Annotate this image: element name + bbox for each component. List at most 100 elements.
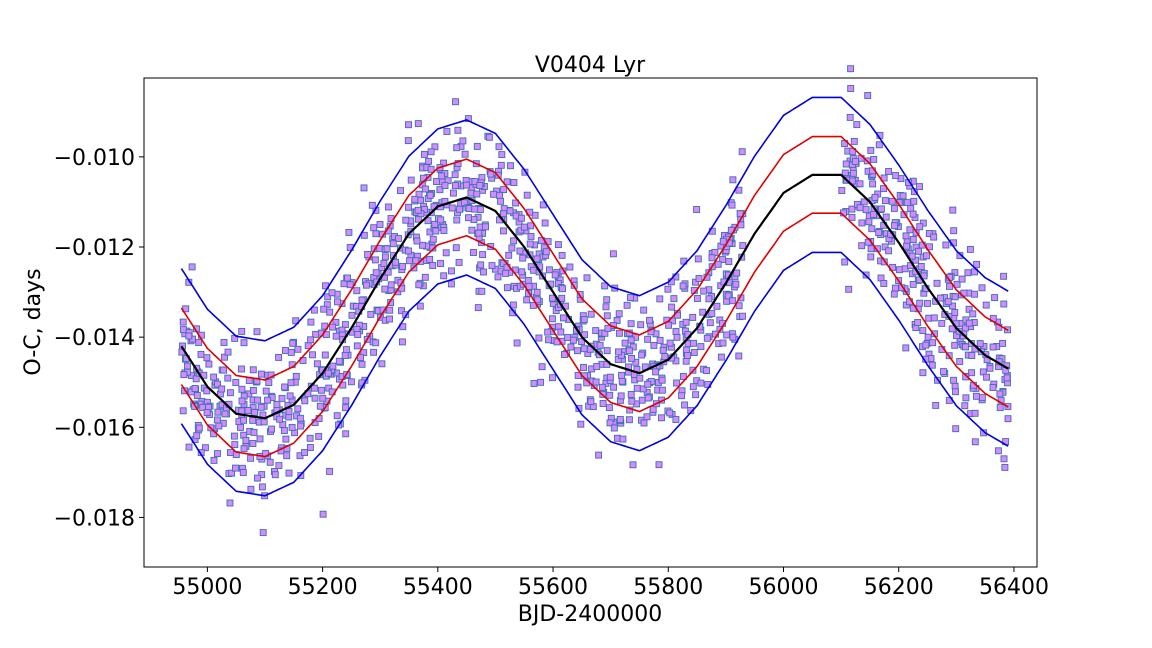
data-point [384,203,392,211]
data-point [919,369,927,377]
data-point [426,255,434,263]
data-point [598,383,606,391]
data-point [994,447,1002,455]
data-point [238,327,246,335]
data-point [405,203,412,211]
data-point [928,361,936,369]
data-point [925,230,933,237]
data-point [453,216,461,224]
plot-frame [143,77,1038,568]
data-point [437,216,445,224]
data-point [915,247,922,255]
data-point [310,306,318,314]
data-point [619,435,627,443]
data-point [311,394,319,402]
data-point [592,327,600,335]
data-point [421,273,429,281]
data-point [438,172,446,180]
data-point [966,245,974,253]
data-point [951,269,959,277]
data-point [891,284,899,292]
data-point [969,310,977,318]
data-point [465,214,472,222]
data-point [237,423,244,431]
data-point [179,407,187,415]
data-point [719,339,727,347]
data-point [870,210,877,218]
data-point [862,206,870,214]
data-point [451,182,459,190]
data-point [930,314,938,322]
data-point [896,266,903,274]
data-point [376,221,384,228]
data-point [271,471,279,479]
data-point [465,205,473,212]
data-point [524,276,532,284]
data-point [991,294,999,302]
data-point [558,294,566,302]
data-point [978,284,986,292]
data-point [353,287,361,295]
data-point [381,285,389,293]
data-point [956,358,964,365]
data-point [551,271,559,279]
data-point [542,248,550,256]
data-point [309,351,316,359]
data-point [240,416,248,424]
data-point [583,274,591,282]
data-point [406,257,414,265]
data-point [932,401,940,409]
data-point [329,362,337,370]
data-point [197,350,205,358]
data-point [253,328,261,336]
data-point [485,133,493,141]
data-point [962,373,970,381]
data-point [972,392,980,400]
data-point [673,379,681,387]
data-point [383,245,391,253]
data-point [909,280,917,288]
data-point [254,396,262,404]
data-point [956,252,964,260]
data-point [848,213,856,221]
data-point [426,191,434,199]
data-point [909,236,917,243]
data-point [473,142,481,150]
data-point [708,310,716,318]
data-point [318,386,325,394]
data-point [908,252,916,260]
data-point [221,410,229,418]
data-point [950,227,958,235]
data-point [554,241,562,249]
data-point [646,316,653,324]
data-point [413,237,421,245]
data-point [452,244,460,252]
data-point [695,275,703,282]
data-point [230,432,238,440]
data-point [880,174,888,182]
data-point [220,366,228,374]
data-point [650,341,658,349]
data-point [656,336,664,344]
data-point [292,372,300,380]
data-point [842,160,850,168]
data-point [249,366,257,374]
data-point [668,303,676,311]
data-point [703,334,711,342]
data-point [577,420,585,428]
data-point [914,319,922,326]
data-point [919,219,927,227]
data-point [420,150,428,158]
data-point [916,223,924,231]
data-point [306,434,314,442]
data-point [615,329,623,337]
data-point [628,354,636,362]
data-point [324,293,332,301]
data-point [950,376,958,384]
data-point [427,165,435,173]
data-point [480,268,487,276]
data-point [627,320,635,328]
data-point [497,197,505,205]
x-tick-label: 56400 [979,575,1049,600]
data-point [215,422,223,430]
